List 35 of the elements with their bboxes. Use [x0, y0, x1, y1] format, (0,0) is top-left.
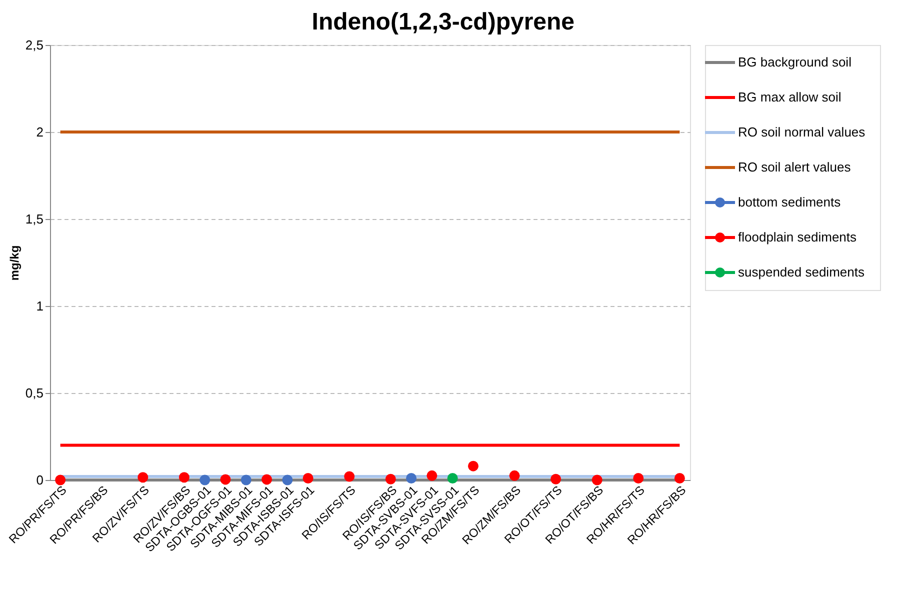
point — [220, 474, 231, 485]
point — [262, 474, 272, 485]
point — [385, 474, 396, 484]
point — [406, 473, 417, 484]
chart-title: Indeno(1,2,3-cd)pyrene — [312, 8, 575, 36]
point — [674, 473, 685, 484]
point — [344, 471, 355, 482]
point — [200, 474, 210, 486]
y-tick-label: 0,5 — [25, 386, 44, 400]
point — [447, 473, 458, 484]
legend-label: RO soil alert values — [738, 160, 852, 174]
y-tick-label: 1,5 — [25, 212, 44, 226]
point — [468, 460, 478, 472]
y-tick-label: 2 — [36, 124, 44, 140]
legend-label: RO soil normal values — [738, 124, 866, 140]
legend-label: floodplain sediments — [738, 230, 858, 244]
y-tick-label: 1 — [36, 298, 44, 314]
y-axis-title: mg/kg — [7, 245, 22, 281]
point — [550, 474, 562, 484]
point — [55, 474, 66, 486]
point — [178, 472, 190, 483]
point — [138, 472, 148, 483]
point — [426, 470, 438, 481]
legend-label: BG max allow soil — [738, 90, 842, 104]
y-tick-label: 2,5 — [25, 38, 44, 52]
legend-label: bottom sediments — [738, 194, 842, 210]
legend-label: BG background soil — [738, 54, 852, 70]
point — [509, 470, 520, 481]
point — [240, 474, 252, 486]
point — [282, 474, 293, 486]
point — [633, 473, 644, 484]
y-tick-label: 0 — [36, 472, 44, 488]
legend-label: suspended sediments — [738, 264, 865, 280]
point — [302, 473, 314, 484]
point — [592, 474, 602, 486]
